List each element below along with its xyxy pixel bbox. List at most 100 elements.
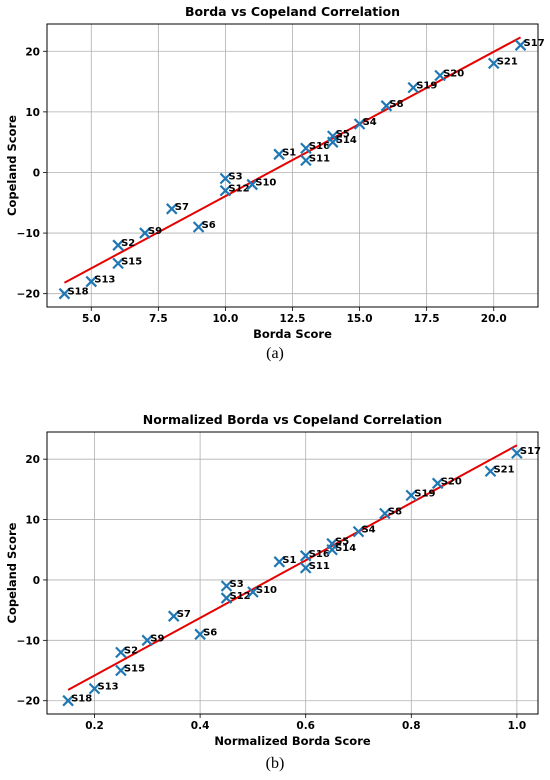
x-tick-label: 0.8 xyxy=(402,720,421,732)
x-marker xyxy=(219,172,232,185)
x-marker xyxy=(115,664,127,677)
x-marker xyxy=(405,489,418,502)
point-label: S10 xyxy=(255,178,276,189)
data-point-s14 xyxy=(326,543,338,556)
x-tick-label: 15.0 xyxy=(347,313,373,325)
x-marker xyxy=(484,465,497,478)
point-label: S10 xyxy=(256,585,277,596)
x-tick-label: 12.5 xyxy=(280,313,306,325)
data-point-s13 xyxy=(85,275,98,288)
point-label: S11 xyxy=(309,153,330,164)
point-label: S4 xyxy=(361,525,375,536)
x-marker xyxy=(112,239,124,251)
data-point-s2 xyxy=(112,239,124,251)
data-point-s15 xyxy=(115,664,127,677)
x-marker xyxy=(141,634,154,647)
x-marker xyxy=(300,142,312,155)
point-label: S3 xyxy=(228,172,242,183)
x-marker xyxy=(407,81,420,94)
x-tick-label: 0.6 xyxy=(296,720,315,732)
chart-title: Borda vs Copeland Correlation xyxy=(185,4,400,19)
x-marker xyxy=(379,507,391,520)
point-label: S18 xyxy=(71,694,92,705)
data-point-s18 xyxy=(58,287,71,300)
x-marker xyxy=(326,543,338,556)
x-marker xyxy=(431,477,444,490)
regression-line xyxy=(63,36,522,284)
x-tick-label: 10.0 xyxy=(212,313,238,325)
x-marker xyxy=(299,562,312,574)
y-tick-label: 0 xyxy=(33,167,40,179)
point-label: S3 xyxy=(230,579,244,590)
point-label: S7 xyxy=(175,202,189,213)
x-marker xyxy=(514,39,527,51)
x-marker xyxy=(511,447,523,459)
x-marker xyxy=(326,136,339,148)
point-label: S9 xyxy=(150,633,164,644)
x-marker xyxy=(112,257,124,270)
x-marker xyxy=(139,227,151,239)
chart-borda-vs-copeland: Borda vs Copeland Correlation 5.0 7.5 10.0 1… xyxy=(5,4,545,340)
data-point-s20 xyxy=(434,69,446,82)
data-point-s14 xyxy=(326,136,339,148)
y-axis-label: Copeland Score xyxy=(5,115,19,216)
point-label: S6 xyxy=(203,627,217,638)
x-marker xyxy=(62,694,74,707)
point-label: S5 xyxy=(335,537,349,548)
point-label: S5 xyxy=(336,129,350,140)
x-marker xyxy=(58,287,71,300)
y-tick-label: 10 xyxy=(25,107,40,119)
point-label: S7 xyxy=(177,609,191,620)
x-marker xyxy=(192,221,205,233)
data-point-s11 xyxy=(299,562,312,574)
point-label: S1 xyxy=(282,147,296,158)
point-label: S14 xyxy=(335,543,356,554)
y-tick-label: 20 xyxy=(25,454,40,466)
x-marker xyxy=(434,69,446,82)
point-label: S15 xyxy=(124,664,145,675)
x-tick-label: 17.5 xyxy=(414,313,440,325)
point-label: S17 xyxy=(520,446,541,457)
x-marker xyxy=(219,184,232,197)
data-point-s21 xyxy=(487,57,500,70)
data-point-s21 xyxy=(484,465,497,478)
data-point-s3 xyxy=(219,172,232,185)
x-marker xyxy=(353,118,366,130)
data-point-s8 xyxy=(380,100,393,112)
point-label: S14 xyxy=(336,135,357,146)
plot-frame xyxy=(46,23,539,308)
x-marker xyxy=(273,148,285,161)
x-marker xyxy=(247,586,259,598)
point-label: S21 xyxy=(493,464,514,475)
point-label: S19 xyxy=(416,81,437,92)
data-point-s12 xyxy=(220,592,233,604)
point-label: S20 xyxy=(441,476,462,487)
plot-frame xyxy=(46,431,539,715)
y-tick-label: −10 xyxy=(17,228,40,240)
x-marker xyxy=(167,610,180,622)
point-label: S13 xyxy=(98,682,119,693)
x-marker xyxy=(165,203,178,215)
y-tick-label: −20 xyxy=(17,696,40,708)
x-marker xyxy=(115,646,127,659)
point-label: S15 xyxy=(121,256,142,267)
x-axis-label: Normalized Borda Score xyxy=(214,734,371,748)
point-label: S12 xyxy=(228,184,249,195)
x-marker xyxy=(487,57,500,70)
point-label: S1 xyxy=(282,555,296,566)
point-label: S19 xyxy=(414,488,435,499)
x-marker xyxy=(194,628,206,641)
point-label: S2 xyxy=(124,645,138,656)
data-point-s10 xyxy=(247,586,259,598)
x-tick-label: 1.0 xyxy=(508,720,527,732)
data-point-s16 xyxy=(299,550,312,562)
data-point-s13 xyxy=(88,682,101,695)
data-point-s3 xyxy=(220,580,233,592)
data-point-s15 xyxy=(112,257,124,270)
data-point-s20 xyxy=(431,477,444,490)
y-axis-label: Copeland Score xyxy=(5,522,19,623)
data-point-s17 xyxy=(511,447,523,459)
data-point-s1 xyxy=(273,148,285,161)
x-marker xyxy=(352,525,365,538)
data-point-s6 xyxy=(194,628,206,641)
